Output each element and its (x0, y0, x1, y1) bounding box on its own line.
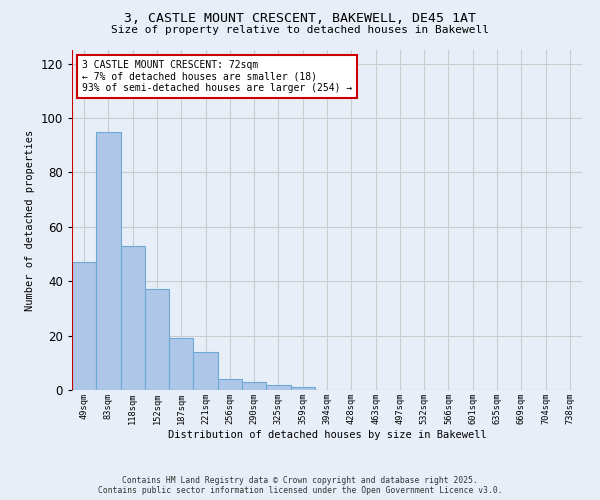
Bar (218, 379, 242, 390)
Bar (266, 384, 290, 390)
Bar (169, 338, 193, 390)
Bar (72, 262, 96, 390)
Text: 3 CASTLE MOUNT CRESCENT: 72sqm
← 7% of detached houses are smaller (18)
93% of s: 3 CASTLE MOUNT CRESCENT: 72sqm ← 7% of d… (82, 60, 352, 94)
Text: Size of property relative to detached houses in Bakewell: Size of property relative to detached ho… (111, 25, 489, 35)
Bar (290, 388, 315, 390)
Text: 3, CASTLE MOUNT CRESCENT, BAKEWELL, DE45 1AT: 3, CASTLE MOUNT CRESCENT, BAKEWELL, DE45… (124, 12, 476, 26)
Bar (145, 290, 169, 390)
X-axis label: Distribution of detached houses by size in Bakewell: Distribution of detached houses by size … (167, 430, 487, 440)
Bar (193, 352, 218, 390)
Text: Contains HM Land Registry data © Crown copyright and database right 2025.
Contai: Contains HM Land Registry data © Crown c… (98, 476, 502, 495)
Bar (242, 382, 266, 390)
Bar (121, 246, 145, 390)
Bar (96, 132, 121, 390)
Y-axis label: Number of detached properties: Number of detached properties (25, 130, 35, 310)
